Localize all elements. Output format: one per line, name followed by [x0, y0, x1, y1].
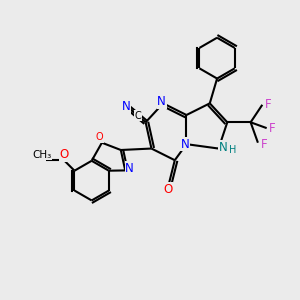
- Text: N: N: [125, 162, 134, 175]
- Text: F: F: [260, 138, 267, 151]
- Text: O: O: [163, 183, 172, 196]
- Text: CH₃: CH₃: [32, 150, 52, 160]
- Text: N: N: [218, 141, 227, 154]
- Text: C: C: [134, 111, 141, 121]
- Text: F: F: [265, 98, 272, 111]
- Text: F: F: [269, 122, 276, 135]
- Text: N: N: [181, 138, 189, 151]
- Text: N: N: [122, 100, 130, 113]
- Text: N: N: [157, 95, 166, 108]
- Text: O: O: [59, 148, 69, 161]
- Text: H: H: [230, 145, 237, 155]
- Text: O: O: [96, 133, 104, 142]
